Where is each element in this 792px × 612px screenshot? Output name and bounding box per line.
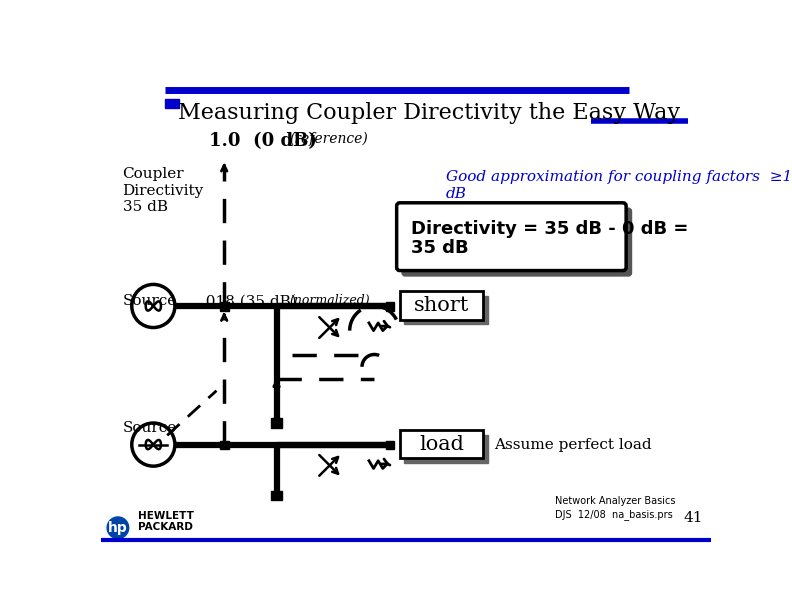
FancyBboxPatch shape: [405, 296, 488, 324]
Bar: [386, 441, 394, 449]
Bar: [220, 302, 229, 311]
Text: load: load: [419, 435, 464, 453]
Text: HEWLETT
PACKARD: HEWLETT PACKARD: [138, 511, 194, 532]
Text: .018 (35 dB): .018 (35 dB): [201, 294, 297, 308]
Text: Coupler
Directivity
35 dB: Coupler Directivity 35 dB: [123, 167, 204, 214]
Bar: [386, 302, 394, 311]
Text: Source: Source: [123, 422, 177, 436]
Text: (reference): (reference): [290, 132, 368, 146]
Text: Network Analyzer Basics
DJS  12/08  na_basis.prs: Network Analyzer Basics DJS 12/08 na_bas…: [555, 496, 676, 520]
Bar: [271, 419, 282, 428]
FancyBboxPatch shape: [400, 291, 483, 320]
Text: Measuring Coupler Directivity the Easy Way: Measuring Coupler Directivity the Easy W…: [178, 102, 680, 124]
Bar: [220, 441, 229, 449]
FancyBboxPatch shape: [400, 430, 483, 458]
FancyBboxPatch shape: [402, 208, 631, 276]
Text: Assume perfect load: Assume perfect load: [493, 438, 651, 452]
Text: (normalized): (normalized): [290, 294, 370, 307]
Text: hp: hp: [108, 521, 128, 535]
FancyBboxPatch shape: [165, 99, 179, 108]
Text: 41: 41: [683, 512, 703, 526]
Text: 1.0  (0 dB): 1.0 (0 dB): [209, 132, 317, 150]
Circle shape: [107, 517, 128, 539]
Text: Source: Source: [123, 294, 177, 308]
Text: Directivity = 35 dB - 0 dB =: Directivity = 35 dB - 0 dB =: [410, 220, 688, 237]
FancyBboxPatch shape: [405, 435, 488, 463]
Bar: [271, 491, 282, 500]
FancyBboxPatch shape: [397, 203, 626, 271]
Text: dB: dB: [446, 187, 467, 201]
Text: 35 dB: 35 dB: [410, 239, 468, 256]
Text: short: short: [413, 296, 469, 315]
Text: Good approximation for coupling factors  ≥10: Good approximation for coupling factors …: [446, 170, 792, 184]
